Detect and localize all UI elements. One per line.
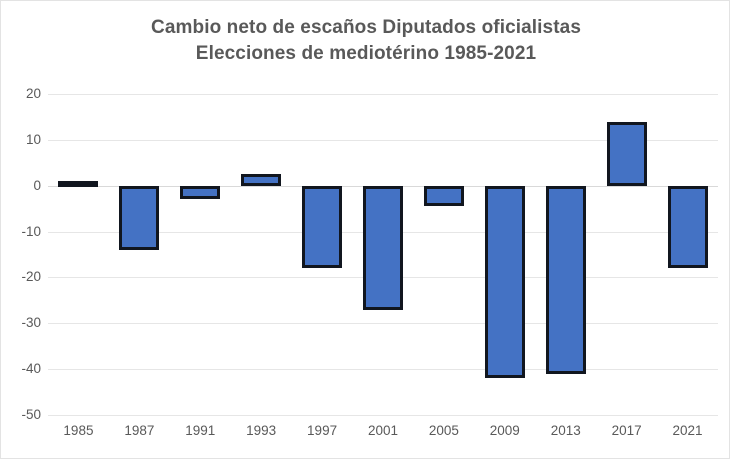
x-axis: 1985 1987 1991 1993 1997 2001 2005 2009 2013 2017… [48,421,718,447]
bar-2017[interactable] [606,121,647,186]
y-axis-tick-label: -30 [21,315,41,331]
bar-slot [413,94,474,415]
x-axis-tick-label-2001: 2001 [367,423,398,438]
bar-2005[interactable] [423,185,464,207]
x-axis-tick-label-1985: 1985 [63,423,94,438]
bar-slot [353,94,414,415]
y-axis-tick-label: 10 [25,131,41,147]
chart-title: Cambio neto de escaños Diputados oficial… [1,15,729,67]
bar-slot [474,94,535,415]
bar-slot [109,94,170,415]
x-axis-tick-label-1997: 1997 [307,423,338,438]
bar-2021[interactable] [667,185,708,269]
x-axis-tick-label-1993: 1993 [246,423,277,438]
y-axis-tick-label: 20 [25,86,41,101]
bar-2013[interactable] [545,185,586,374]
x-axis-tick-label-2009: 2009 [489,423,520,438]
bar-slot [48,94,109,415]
gridline--50 [48,415,718,416]
bar-1991[interactable] [180,185,221,200]
bar-1987[interactable] [119,185,160,250]
gridline-20 [48,94,718,95]
bar-2009[interactable] [484,185,525,379]
x-axis-tick-label-1991: 1991 [185,423,216,438]
y-axis-tick-label: -10 [21,223,41,239]
bar-slot [292,94,353,415]
x-axis-tick-label-2021: 2021 [672,423,703,438]
bar-slot [535,94,596,415]
y-axis-tick-label: -20 [21,269,41,285]
chart-title-line-2: Elecciones de mediotérino 1985-2021 [195,43,537,64]
y-axis: 20 10 0 -10 -20 -30 -40 -50 [1,87,41,422]
bar-slot [231,94,292,415]
y-axis-tick-label: 0 [33,177,41,193]
gridline--30 [48,323,718,325]
bar-1985[interactable] [58,181,99,188]
chart-title-line-1: Cambio neto de escaños Diputados oficial… [151,17,581,38]
bar-slot [596,94,657,415]
x-axis-tick-label-2013: 2013 [550,423,581,438]
bar-slot [170,94,231,415]
x-axis-tick-label-1987: 1987 [124,423,155,438]
gridline--40 [48,369,718,371]
bar-1993[interactable] [241,174,282,186]
bar-2001[interactable] [362,185,403,310]
bar-1997[interactable] [302,185,343,269]
plot-area [48,94,718,416]
y-axis-tick-label: -40 [21,361,41,377]
x-axis-tick-label-2017: 2017 [611,423,642,438]
y-axis-tick-label: -50 [21,407,41,422]
x-axis-tick-label-2005: 2005 [428,423,459,438]
gridline-10 [48,139,718,141]
bar-slot [657,94,718,415]
